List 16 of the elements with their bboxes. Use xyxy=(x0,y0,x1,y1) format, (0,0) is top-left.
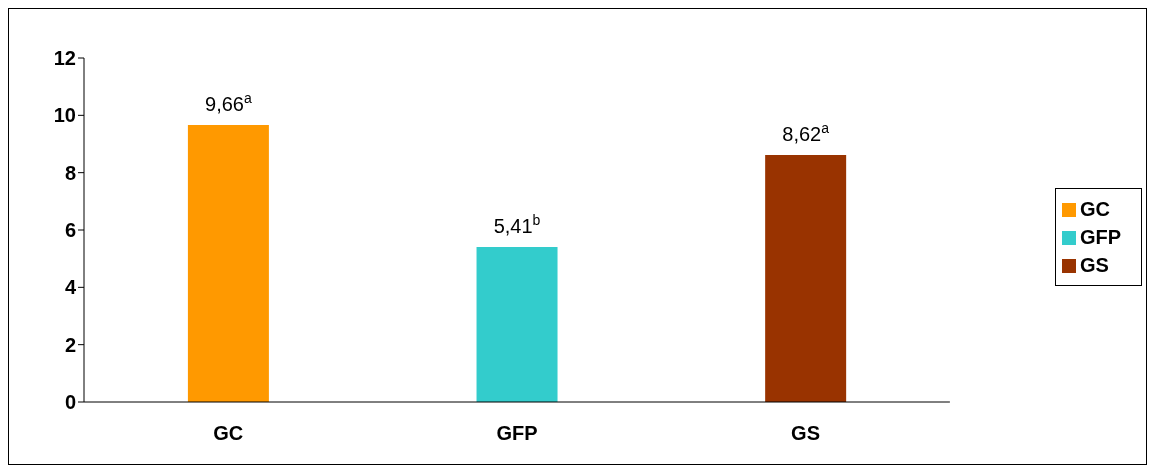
data-label: 5,41$^{b}$ xyxy=(493,211,541,237)
data-label: 8,62$^{a}$ xyxy=(782,119,830,145)
x-tick-label: GS xyxy=(791,422,821,445)
y-tick-label: 0 xyxy=(64,391,76,414)
legend-label: GC xyxy=(1079,197,1110,220)
y-tick-label: 2 xyxy=(64,333,76,356)
y-tick-label: 10 xyxy=(53,104,76,127)
data-label: 9,66$^{a}$ xyxy=(205,90,252,116)
x-tick-label: GFP xyxy=(496,422,538,445)
x-tick-label: GC xyxy=(213,422,244,445)
y-tick-label: 12 xyxy=(53,47,76,70)
y-tick-label: 8 xyxy=(64,161,76,184)
legend-label: GS xyxy=(1079,253,1109,276)
legend-label: GFP xyxy=(1079,225,1121,248)
y-tick-label: 4 xyxy=(64,276,77,299)
y-tick-label: 6 xyxy=(64,219,76,242)
